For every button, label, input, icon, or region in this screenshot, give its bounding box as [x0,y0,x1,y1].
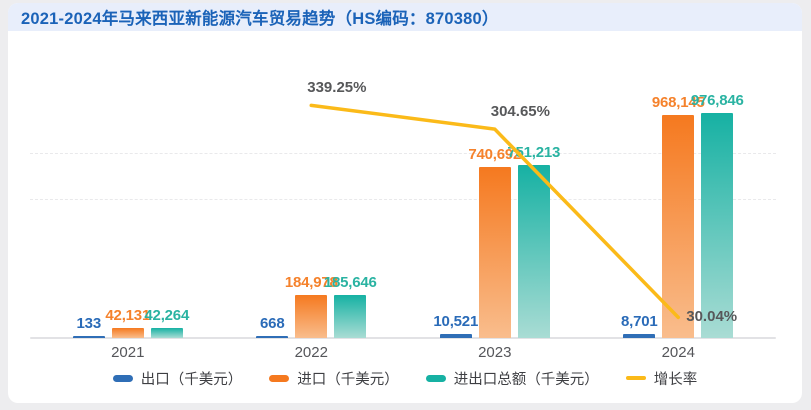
chart-title-bar: 2021-2024年马来西亚新能源汽车贸易趋势（HS编码：870380） [8,3,802,31]
bar-import-2021 [111,328,144,338]
value-label-total-2021: 42,264 [144,307,190,325]
bar-total-2022 [334,295,367,338]
bar-import-2023 [478,167,511,338]
growth-label-2023: 304.65% [490,103,550,121]
legend-item-total[interactable]: 进出口总额（千美元） [425,368,599,389]
legend-item-export[interactable]: 出口（千美元） [112,368,243,389]
x-tick-2024: 2024 [661,344,695,361]
value-label-total-2022: 185,646 [323,274,377,292]
growth-label-2022: 339.25% [307,79,367,97]
value-label-export-2024: 8,701 [620,313,658,330]
x-tick-2022: 2022 [294,344,328,361]
legend-label-export: 出口（千美元） [140,371,243,388]
chart-plot-area: 133 668 10,521 8,701 42,131 184,978 740,692 968… [30,50,776,361]
growth-line-layer [309,103,680,320]
chart-card: 2021-2024年马来西亚新能源汽车贸易趋势（HS编码：870380） 133… [8,3,802,403]
bar-import-2022 [295,295,328,338]
value-label-export-2021: 133 [76,315,102,332]
value-label-import-2021: 42,131 [105,307,151,325]
legend-label-growth_rate: 增长率 [653,371,698,388]
growth-line [309,103,680,320]
bar-export-2022 [256,336,289,338]
gridline [30,152,776,154]
value-label-export-2022: 668 [260,315,285,332]
value-label-total-2024: 976,846 [690,91,744,109]
legend-marker-export [112,374,133,382]
bar-total-2023 [517,164,550,338]
legend-marker-total [425,374,446,382]
bar-export-2021 [72,336,105,338]
chart-title: 2021-2024年马来西亚新能源汽车贸易趋势（HS编码：870380） [21,10,499,28]
bar-export-2023 [439,334,472,338]
legend-item-import[interactable]: 进口（千美元） [269,368,399,389]
x-tick-2023: 2023 [478,344,512,361]
gridline [30,198,776,200]
legend-label-total: 进出口总额（千美元） [453,371,599,388]
legend-label-import: 进口（千美元） [297,371,399,388]
x-tick-2021: 2021 [111,344,145,361]
bar-total-2021 [150,328,183,338]
growth-label-2024: 30.04% [686,308,738,326]
legend-marker-import [269,374,290,382]
legend-marker-growth_rate [625,376,646,380]
x-axis-line [30,337,776,339]
value-label-export-2023: 10,521 [433,313,479,330]
bar-export-2024 [623,334,656,338]
legend: 出口（千美元） 进口（千美元） 进出口总额（千美元） 增长率 [8,365,802,391]
value-label-import-2024: 968,145 [651,93,705,111]
bar-import-2024 [662,114,695,338]
bar-total-2024 [701,112,734,338]
value-label-import-2023: 740,692 [468,146,522,164]
value-label-import-2022: 184,978 [284,274,338,292]
legend-item-growth_rate[interactable]: 增长率 [625,368,698,389]
